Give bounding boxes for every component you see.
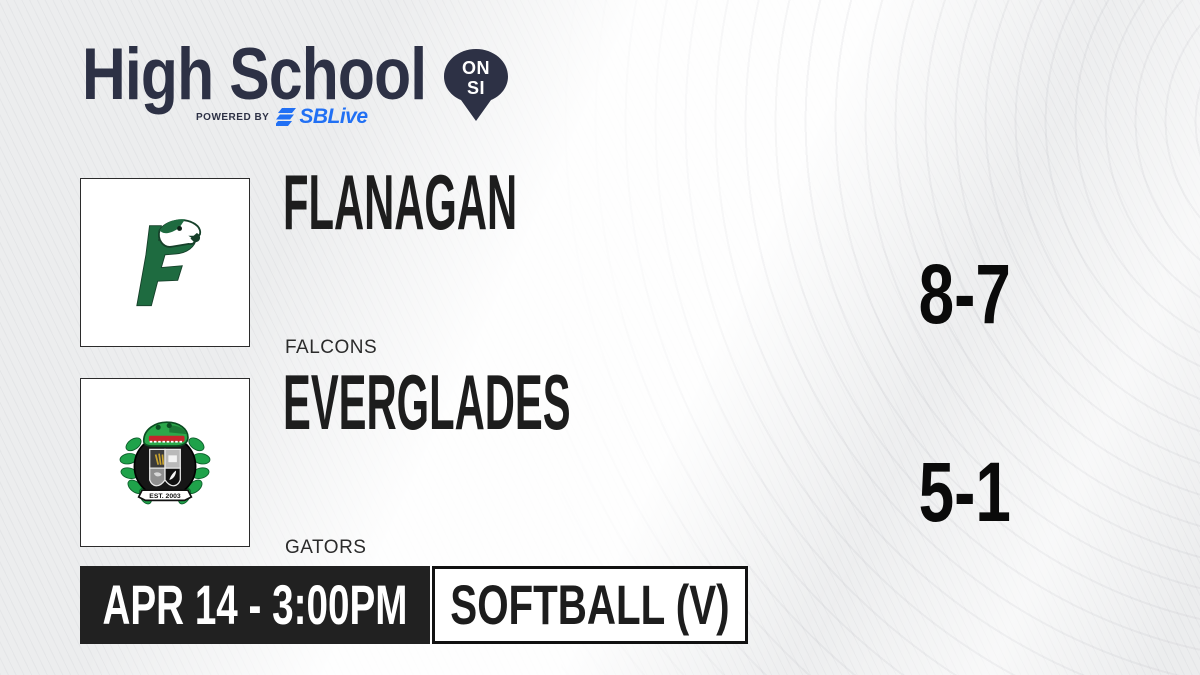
team-logo-box xyxy=(80,178,250,347)
flanagan-falcon-logo-icon xyxy=(133,218,202,308)
crest-est-text: EST. 2003 xyxy=(149,492,181,499)
pin-line-on: ON xyxy=(462,58,490,78)
team-record: 5-1 xyxy=(918,445,1012,539)
sblive-bolt-icon xyxy=(276,108,297,126)
everglades-crest-logo-icon: EST. 2003 xyxy=(119,420,211,504)
datetime-badge: APR 14 - 3:00PM xyxy=(80,566,430,644)
datetime-text: APR 14 - 3:00PM xyxy=(102,573,408,636)
powered-by-label: POWERED BY xyxy=(196,111,270,123)
team-name: EVERGLADES xyxy=(283,358,571,446)
high-school-wordmark: High School xyxy=(82,34,427,115)
event-badge: SOFTBALL (V) xyxy=(432,566,748,644)
powered-by-row: POWERED BY SBLive xyxy=(196,105,368,129)
team-logo-box: EST. 2003 xyxy=(80,378,250,547)
team-mascot: GATORS xyxy=(285,537,367,558)
sblive-logo: SBLive xyxy=(276,105,368,129)
team-name: FLANAGAN xyxy=(283,158,518,246)
pin-line-si: SI xyxy=(467,78,485,98)
team-record: 8-7 xyxy=(918,247,1012,341)
sblive-wordmark: SBLive xyxy=(299,105,368,128)
on-si-pin-icon: ON SI xyxy=(444,49,508,121)
team-mascot: FALCONS xyxy=(285,337,378,358)
event-text: SOFTBALL (V) xyxy=(450,573,730,636)
